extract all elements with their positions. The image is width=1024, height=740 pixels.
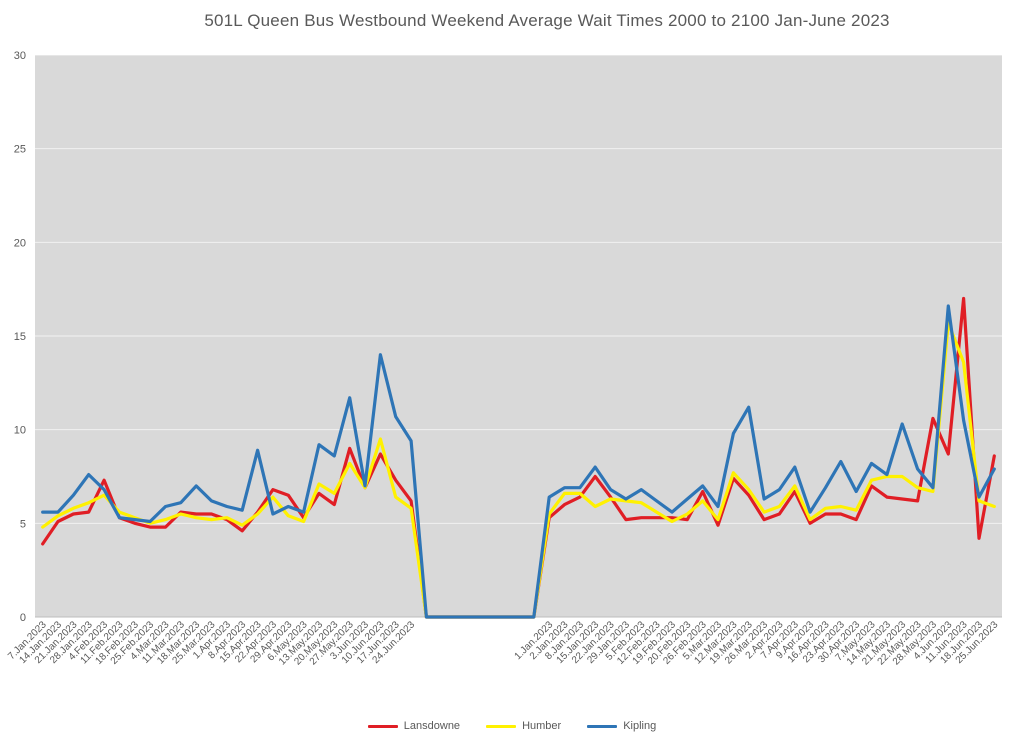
y-axis-tick-label: 30 [14,50,26,62]
y-axis-tick-label: 5 [20,518,26,530]
y-axis-tick-label: 20 [14,237,26,249]
legend-label-lansdowne: Lansdowne [403,720,461,732]
chart-legend: Lansdowne Humber Kipling [0,720,1024,732]
legend-swatch-lansdowne [367,724,398,728]
legend-swatch-kipling [587,724,618,728]
y-axis-tick-label: 15 [14,331,26,343]
chart-title: 501L Queen Bus Westbound Weekend Average… [204,11,890,30]
legend-swatch-humber [486,724,517,728]
legend-item-lansdowne: Lansdowne [367,720,461,732]
y-axis-tick-label: 25 [14,144,26,156]
y-axis-tick-label: 10 [14,425,26,437]
legend-item-kipling: Kipling [587,720,656,732]
legend-label-kipling: Kipling [623,720,657,732]
series-line-kipling [41,304,996,619]
legend-item-humber: Humber [486,720,561,732]
legend-label-humber: Humber [522,720,562,732]
y-axis-tick-label: 0 [20,612,26,624]
